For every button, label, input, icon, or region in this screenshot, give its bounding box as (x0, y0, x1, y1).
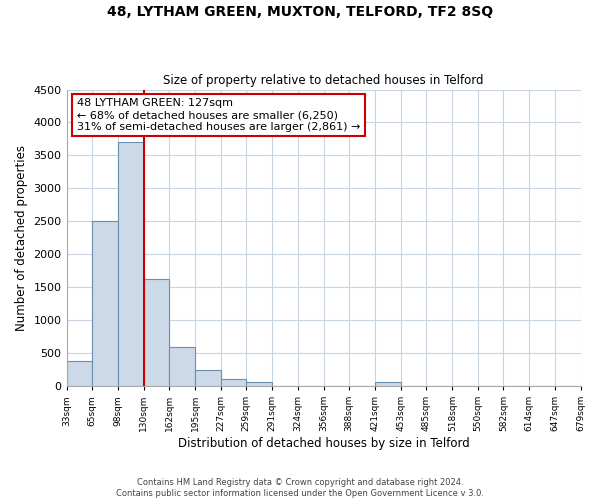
Bar (169, 346, 196, 386)
Bar (92, 222, 118, 386)
Text: 48, LYTHAM GREEN, MUXTON, TELFORD, TF2 8SQ: 48, LYTHAM GREEN, MUXTON, TELFORD, TF2 8… (107, 5, 493, 19)
X-axis label: Distribution of detached houses by size in Telford: Distribution of detached houses by size … (178, 437, 469, 450)
Y-axis label: Number of detached properties: Number of detached properties (15, 145, 28, 331)
Text: 48 LYTHAM GREEN: 127sqm
← 68% of detached houses are smaller (6,250)
31% of semi: 48 LYTHAM GREEN: 127sqm ← 68% of detache… (77, 98, 360, 132)
Bar (118, 142, 144, 386)
Bar (247, 382, 272, 386)
Bar (196, 370, 221, 386)
Bar (221, 380, 247, 386)
Bar (67, 362, 92, 386)
Bar (375, 382, 401, 386)
Bar (144, 280, 169, 386)
Title: Size of property relative to detached houses in Telford: Size of property relative to detached ho… (163, 74, 484, 87)
Text: Contains HM Land Registry data © Crown copyright and database right 2024.
Contai: Contains HM Land Registry data © Crown c… (116, 478, 484, 498)
